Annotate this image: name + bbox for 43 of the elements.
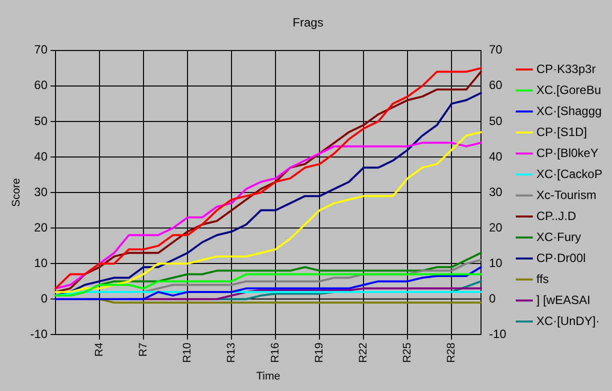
y-axis-title: Score <box>10 178 23 207</box>
y2-tick-label: 50 <box>488 114 503 128</box>
y-tick-label: -10 <box>30 326 48 341</box>
y2-tick-label: 20 <box>488 220 503 234</box>
x-tick-label: R19 <box>314 342 326 363</box>
y-tick-label: 0 <box>40 291 48 306</box>
y2-tick-label: 40 <box>488 149 503 164</box>
x-tick-label: R25 <box>402 342 414 363</box>
legend-label: XC·[UnDY]· <box>536 314 600 328</box>
y-tick-label: 30 <box>34 184 48 199</box>
y-tick-label: 60 <box>34 78 48 92</box>
legend-label: CP·[Bl0keY <box>536 146 598 160</box>
legend-label: CP·K33p3r <box>536 62 596 76</box>
y-tick-label: 50 <box>34 114 48 128</box>
legend-label: CP·[S1D] <box>536 124 588 139</box>
x-tick-label: R4 <box>94 342 106 357</box>
y2-tick-label: 60 <box>488 78 503 92</box>
x-tick-label: R7 <box>138 342 150 357</box>
x-tick-label: R28 <box>446 342 458 363</box>
x-tick-label: R10 <box>182 342 194 363</box>
x-axis-title: Time <box>256 370 280 382</box>
legend-label: ffs <box>536 272 549 286</box>
legend-label: XC·[Shaggg <box>536 104 602 118</box>
y2-tick-label: -10 <box>488 326 507 341</box>
y2-tick-label: 10 <box>488 256 503 270</box>
legend-label: Xc-Tourism <box>536 188 596 202</box>
y2-tick-label: 30 <box>488 184 503 199</box>
x-tick-label: R22 <box>358 342 370 363</box>
y2-tick-label: 70 <box>488 42 503 57</box>
legend-label: XC·Fury <box>536 230 582 244</box>
x-tick-label: R16 <box>270 342 282 363</box>
y-tick-label: 20 <box>34 220 48 234</box>
y2-tick-label: 0 <box>488 291 496 306</box>
y-tick-label: 10 <box>34 256 48 270</box>
legend-label: XC·[CackoP <box>536 166 602 181</box>
x-tick-label: R13 <box>226 342 238 363</box>
legend-label: CP·Dr00l <box>536 250 586 265</box>
y-tick-label: 70 <box>34 42 48 57</box>
chart-title: Frags <box>292 16 324 30</box>
legend-label: XC.[GoreBu <box>536 82 602 97</box>
legend-label: CP..J.D <box>536 208 576 223</box>
legend-label: ] [wEASAI <box>536 292 590 307</box>
y-tick-label: 40 <box>34 149 48 164</box>
